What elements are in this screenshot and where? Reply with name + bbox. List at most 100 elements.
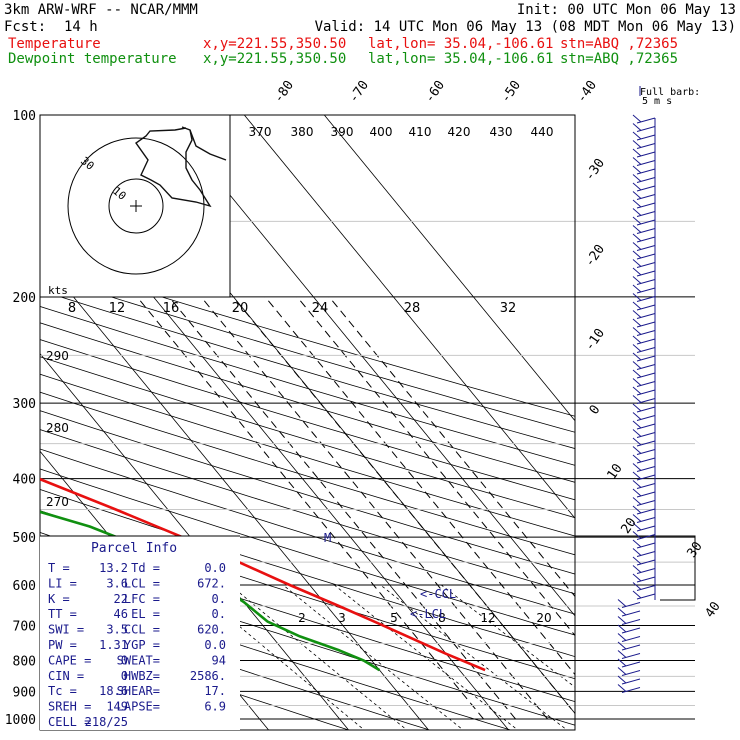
dry-adiabat (40, 468, 575, 636)
isotherm-label: -80 (271, 78, 297, 106)
theta-label: 400 (370, 125, 393, 139)
parcel-key: SREH = (48, 700, 91, 714)
wind-barb (632, 556, 656, 566)
wind-barb (632, 412, 656, 421)
barb-staff (636, 466, 656, 472)
barb-staff (636, 202, 656, 209)
parcel-key: LCL = (124, 576, 160, 590)
dry-adiabat (40, 448, 575, 615)
isotherm (40, 353, 350, 730)
barb-flag (632, 199, 642, 208)
hodo-trace (189, 129, 227, 161)
mixing-ratio-label: 3 (338, 611, 346, 625)
barb-flag (632, 352, 642, 361)
parcel-value: 0. (212, 607, 226, 621)
wind-barb (617, 624, 641, 634)
barb-flag (632, 361, 642, 369)
barb-staff (636, 236, 656, 243)
mixing-ratio-label: 24 (312, 301, 329, 316)
barb-flag (632, 573, 642, 582)
barb-staff (636, 534, 656, 540)
barb-flag (617, 607, 627, 616)
wind-barb (632, 403, 656, 413)
barb-flag (632, 225, 642, 233)
valid-time: Valid: 14 UTC Mon 06 May 13 (08 MDT Mon … (315, 19, 736, 35)
barb-flag (632, 497, 642, 505)
barb-staff (636, 500, 656, 506)
parcel-key: YGP = (124, 638, 160, 652)
mixing-ratio-label: 2 (298, 611, 306, 625)
barb-flag (632, 131, 642, 140)
pressure-label: 200 (13, 291, 36, 306)
pressure-label: 400 (13, 473, 36, 488)
barb-staff (621, 653, 641, 659)
barb-flag (632, 505, 642, 514)
barb-staff (621, 670, 641, 676)
pressure-label: 700 (13, 619, 36, 634)
temperature-line (40, 477, 486, 672)
barb-flag (632, 480, 642, 488)
wind-barb (632, 352, 656, 362)
mixing-ratio-line (441, 584, 575, 688)
mixing-ratio-line (229, 584, 408, 730)
wind-barb (632, 446, 656, 455)
wind-barb (617, 616, 641, 625)
barb-flag (632, 412, 642, 420)
barb-staff (636, 211, 656, 217)
barb-staff (636, 143, 656, 149)
barb-staff (636, 381, 656, 387)
barb-staff (636, 483, 656, 489)
parcel-key: CIN = (48, 669, 84, 683)
wind-barb (617, 658, 641, 668)
wind-barb (632, 233, 656, 243)
wind-barb (632, 318, 656, 328)
parcel-value: 46 (114, 607, 128, 621)
wind-barb (632, 480, 656, 489)
barb-staff (621, 602, 641, 608)
isotherm-label: -30 (582, 156, 608, 184)
isotherm-label: -50 (498, 78, 524, 106)
moist-adiabat (264, 296, 575, 676)
parcel-key: CELL = (48, 715, 91, 729)
wind-barb (632, 344, 656, 353)
barb-staff (621, 661, 641, 668)
barb-flag (632, 140, 642, 148)
barb-staff (636, 559, 656, 566)
theta-label: 410 (409, 125, 432, 139)
parcel-key: Tc = (48, 684, 77, 698)
barb-staff (636, 168, 656, 175)
parcel-value: 2586. (190, 669, 226, 683)
pressure-label: 500 (13, 531, 36, 546)
barb-flag (632, 369, 642, 378)
wind-barb (632, 505, 656, 515)
parcel-key: SWI = (48, 623, 84, 637)
wind-barb (632, 454, 656, 464)
wind-barb (632, 174, 656, 183)
parcel-value: 620. (197, 623, 226, 637)
parcel-key: HWBZ= (124, 669, 160, 683)
barb-flag (617, 599, 627, 607)
mixing-ratio-label: 16 (163, 301, 180, 316)
wind-barb (632, 497, 656, 506)
legend-dew-latlon: lat,lon= 35.04,-106.61 (368, 51, 553, 67)
isotherm (323, 115, 575, 422)
barb-staff (636, 279, 656, 285)
wind-barb (617, 675, 641, 685)
barb-key-line2: 5 m s (642, 96, 672, 107)
parcel-value: 22 (114, 592, 128, 606)
isotherm (243, 115, 575, 519)
legend-dew-xy: x,y=221.55,350.50 (203, 51, 346, 67)
barb-flag (632, 420, 642, 429)
theta-label: 290 (46, 349, 69, 363)
wind-barb (632, 123, 656, 132)
wind-barb (617, 599, 641, 608)
barb-flag (632, 250, 642, 259)
wind-barb (617, 650, 641, 659)
parcel-key: T = (48, 561, 70, 575)
mixing-ratio-line (282, 584, 464, 730)
ccl-marker: <-CCL (420, 587, 456, 601)
outer-frame (574, 535, 696, 730)
wind-barb (617, 607, 641, 617)
wind-barbs (617, 86, 656, 693)
